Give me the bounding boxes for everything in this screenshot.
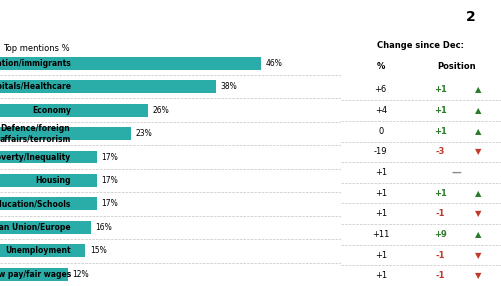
Text: +1: +1 <box>434 86 446 94</box>
Text: ▲: ▲ <box>475 86 482 94</box>
Text: Education/Schools: Education/Schools <box>0 199 71 208</box>
Bar <box>0 104 148 117</box>
Bar <box>0 80 216 93</box>
Text: Change since Dec:: Change since Dec: <box>377 41 464 50</box>
Text: +1: +1 <box>375 251 387 259</box>
Text: 16%: 16% <box>95 223 112 232</box>
Bar <box>0 57 261 70</box>
Text: 17%: 17% <box>101 152 118 162</box>
Text: -3: -3 <box>435 147 445 156</box>
Text: +11: +11 <box>372 230 389 239</box>
Text: +9: +9 <box>434 230 446 239</box>
Text: Economy: Economy <box>32 106 71 115</box>
Text: +1: +1 <box>434 127 446 136</box>
Text: ▲: ▲ <box>475 127 482 136</box>
Text: +1: +1 <box>375 209 387 218</box>
Text: What do you see as the most/other important issues facing Britain today?: What do you see as the most/other import… <box>5 12 436 22</box>
Text: +1: +1 <box>434 189 446 198</box>
Bar <box>0 197 97 210</box>
Bar <box>0 150 97 164</box>
Text: -1: -1 <box>435 251 445 259</box>
Text: Housing: Housing <box>36 176 71 185</box>
Text: +1: +1 <box>434 106 446 115</box>
Text: 17%: 17% <box>101 176 118 185</box>
Text: Position: Position <box>437 62 475 71</box>
Bar <box>0 244 85 257</box>
Text: Poverty/Inequality: Poverty/Inequality <box>0 152 71 162</box>
Text: +1: +1 <box>375 168 387 177</box>
Bar <box>0 174 97 187</box>
Text: 46%: 46% <box>266 59 283 68</box>
Text: 23%: 23% <box>135 129 152 138</box>
Text: —: — <box>451 168 461 178</box>
Text: 12%: 12% <box>73 270 89 279</box>
Text: Top mentions %: Top mentions % <box>4 43 70 53</box>
Bar <box>0 268 68 281</box>
Text: %: % <box>377 62 385 71</box>
Text: ▲: ▲ <box>475 106 482 115</box>
Text: 2: 2 <box>466 10 476 24</box>
Text: ▼: ▼ <box>475 147 482 156</box>
Text: +4: +4 <box>375 106 387 115</box>
Text: ▼: ▼ <box>475 209 482 218</box>
Text: ▼: ▼ <box>475 251 482 259</box>
Text: Immigration/immigrants: Immigration/immigrants <box>0 59 71 68</box>
Text: 38%: 38% <box>220 82 237 91</box>
Text: ▲: ▲ <box>475 189 482 198</box>
Text: NHS/Hospitals/Healthcare: NHS/Hospitals/Healthcare <box>0 82 71 91</box>
Text: -1: -1 <box>435 209 445 218</box>
Text: 15%: 15% <box>90 246 106 255</box>
Text: -19: -19 <box>374 147 387 156</box>
Text: 17%: 17% <box>101 199 118 208</box>
Text: ▲: ▲ <box>475 230 482 239</box>
Text: Unemployment: Unemployment <box>6 246 71 255</box>
Text: European Union/Europe: European Union/Europe <box>0 223 71 232</box>
Text: ▼: ▼ <box>475 271 482 280</box>
Text: Low pay/fair wages: Low pay/fair wages <box>0 270 71 279</box>
Bar <box>0 221 91 234</box>
Text: Defence/foreign
affairs/terrorism: Defence/foreign affairs/terrorism <box>0 124 71 143</box>
Text: 26%: 26% <box>152 106 169 115</box>
Bar <box>0 127 131 140</box>
Text: +6: +6 <box>375 86 387 94</box>
Text: -1: -1 <box>435 271 445 280</box>
Text: +1: +1 <box>375 271 387 280</box>
Text: 0: 0 <box>378 127 383 136</box>
Text: +1: +1 <box>375 189 387 198</box>
